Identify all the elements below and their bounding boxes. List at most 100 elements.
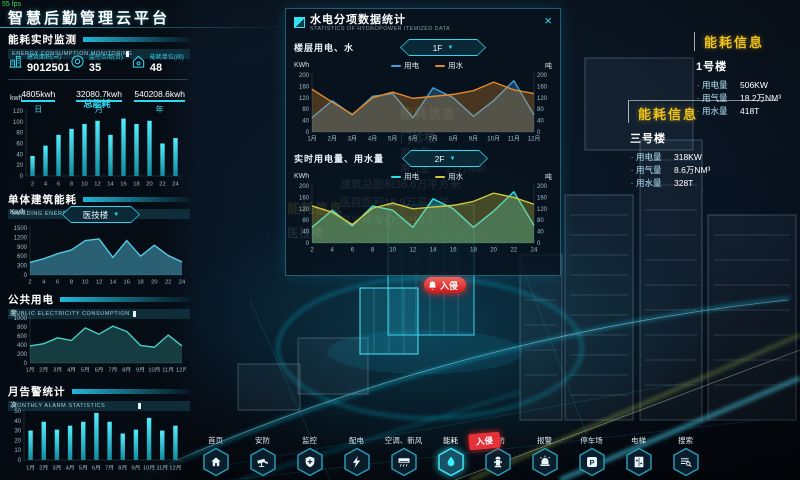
metric-value: 328T — [674, 178, 694, 188]
svg-text:9月: 9月 — [136, 367, 145, 374]
svg-text:10: 10 — [389, 248, 396, 254]
nav-item-elevator[interactable]: 电梯 — [615, 436, 662, 477]
building-select-dropdown[interactable]: 医技楼 ▼ — [62, 206, 140, 223]
section-accent-bar — [83, 37, 190, 42]
svg-text:7月: 7月 — [428, 136, 437, 143]
nav-item-label: 搜索 — [678, 436, 693, 445]
stat-item: 建筑面积(㎡) 9012501 — [8, 52, 70, 74]
section-header-public-power: 公共用电 PUBLIC ELECTRICITY CONSUMPTION — [8, 292, 190, 319]
svg-text:1月: 1月 — [307, 136, 316, 143]
svg-text:120: 120 — [537, 207, 548, 213]
section-title: 能耗实时监测 — [8, 34, 77, 46]
title-underline — [0, 27, 292, 28]
svg-text:7月: 7月 — [105, 465, 114, 472]
bullet-dot: · — [630, 178, 634, 188]
left-sidebar: 55 fps 智慧后勤管理云平台 能耗实时监测 ENERGY CONSUMPTI… — [0, 0, 198, 480]
svg-text:20: 20 — [146, 182, 152, 188]
stat-text: 建筑面积(㎡) 9012501 — [27, 52, 70, 74]
nav-item-alarm[interactable]: 报警 — [521, 436, 568, 477]
intrusion-alert-label: 入侵 — [440, 280, 459, 291]
nav-item-camera[interactable]: 安防 — [239, 436, 286, 477]
svg-text:10月: 10月 — [143, 465, 155, 472]
nav-item-search[interactable]: 搜索 — [662, 436, 709, 477]
svg-text:8月: 8月 — [449, 136, 458, 143]
svg-text:1000: 1000 — [14, 316, 28, 322]
panel-row: · 用气量 18.2万NM³ — [694, 92, 800, 105]
nav-item-shield[interactable]: 监控 — [286, 436, 333, 477]
total-value: 540208.6kwh — [134, 89, 185, 102]
svg-text:80: 80 — [302, 218, 309, 224]
svg-text:6: 6 — [57, 182, 60, 188]
metric-label: 用气量 — [636, 165, 662, 175]
nav-item-home[interactable]: 首页 — [192, 436, 239, 477]
svg-text:200: 200 — [299, 184, 310, 190]
svg-text:10: 10 — [81, 182, 87, 188]
total-value: 32080.7kwh — [76, 89, 122, 102]
svg-text:5月: 5月 — [81, 367, 90, 374]
total-value: 4805kwh — [21, 89, 56, 102]
svg-text:900: 900 — [17, 245, 28, 251]
nav-hexagon — [625, 447, 653, 477]
svg-text:11月: 11月 — [162, 367, 174, 374]
nav-item-ac[interactable]: 空调、新风 — [380, 436, 427, 477]
nav-item-label: 安防 — [255, 436, 270, 445]
nav-item-label: 停车场 — [580, 436, 603, 445]
svg-text:0: 0 — [20, 174, 24, 180]
nav-intrusion-badge[interactable]: 入侵 — [468, 431, 501, 451]
svg-text:40: 40 — [302, 230, 309, 236]
building-name: 1号楼 — [696, 61, 728, 73]
metric-label: 用电量 — [702, 80, 728, 90]
nav-item-parking[interactable]: 停车场 P — [568, 436, 615, 477]
svg-text:120: 120 — [537, 96, 548, 102]
realtime-floor-select-dropdown[interactable]: 2F ▼ — [402, 150, 488, 167]
svg-text:8月: 8月 — [118, 465, 127, 472]
hydropower-statistics-modal: 水电分项数据统计 STATISTICS OF HYDROPOWER ITEMIZ… — [285, 8, 561, 276]
nav-item-bolt[interactable]: 配电 — [333, 436, 380, 477]
svg-text:100: 100 — [13, 120, 24, 126]
section-accent-bar — [83, 197, 190, 202]
floor-select-value: 1F — [432, 42, 443, 53]
realtime-usage-section-label: 实时用电量、用水量 — [294, 154, 385, 164]
close-icon[interactable]: × — [544, 13, 552, 28]
legend-item: 用水 — [435, 171, 463, 182]
energy-totals-row: 4805kwh 日 32080.7kwh 月 540208.6kwh 年 — [8, 84, 190, 115]
svg-text:10月: 10月 — [487, 136, 500, 143]
svg-text:18: 18 — [470, 248, 477, 254]
panel-title: 能耗信息 — [694, 32, 800, 51]
svg-text:11月: 11月 — [156, 465, 168, 472]
floor-select-dropdown[interactable]: 1F ▼ — [400, 39, 486, 56]
intrusion-alert-button[interactable]: 入侵 — [424, 277, 467, 293]
svg-text:80: 80 — [302, 107, 309, 113]
svg-text:40: 40 — [14, 419, 21, 425]
svg-text:10: 10 — [14, 448, 21, 454]
chevron-down-icon: ▼ — [447, 44, 454, 51]
svg-text:1月: 1月 — [25, 367, 34, 374]
total-period: 日 — [34, 105, 43, 114]
bolt-icon — [350, 455, 364, 469]
metric-value: 18.2万NM³ — [740, 93, 782, 103]
fps-counter: 55 fps — [2, 1, 22, 8]
floor-usage-legend: 用电 用水 — [391, 60, 463, 71]
stat-label: 能耗单位(间) — [149, 55, 184, 61]
modal-title-icon — [294, 17, 305, 28]
chart-unit-label: 次 — [10, 402, 17, 409]
svg-text:20: 20 — [14, 438, 21, 444]
nav-hexagon — [343, 447, 371, 477]
nav-item-label: 配电 — [349, 436, 364, 445]
nav-item-label: 电梯 — [631, 436, 646, 445]
nav-item-label: 监控 — [302, 436, 317, 445]
svg-text:120: 120 — [299, 96, 310, 102]
svg-text:4月: 4月 — [66, 465, 75, 472]
svg-text:8月: 8月 — [122, 367, 131, 374]
nav-hexagon — [484, 447, 512, 477]
nav-item-label: 首页 — [208, 436, 223, 445]
svg-text:2月: 2月 — [39, 367, 48, 374]
legend-swatch — [391, 175, 402, 178]
energy-total: 4805kwh 日 — [8, 84, 69, 115]
nav-hexagon: P — [578, 447, 606, 477]
nav-item-water-drop[interactable]: 能耗 — [427, 436, 474, 477]
svg-text:10月: 10月 — [148, 367, 160, 374]
section-subtitle: MONTHLY ALARM STATISTICS — [8, 401, 190, 411]
metric-value: 318KW — [674, 152, 702, 162]
